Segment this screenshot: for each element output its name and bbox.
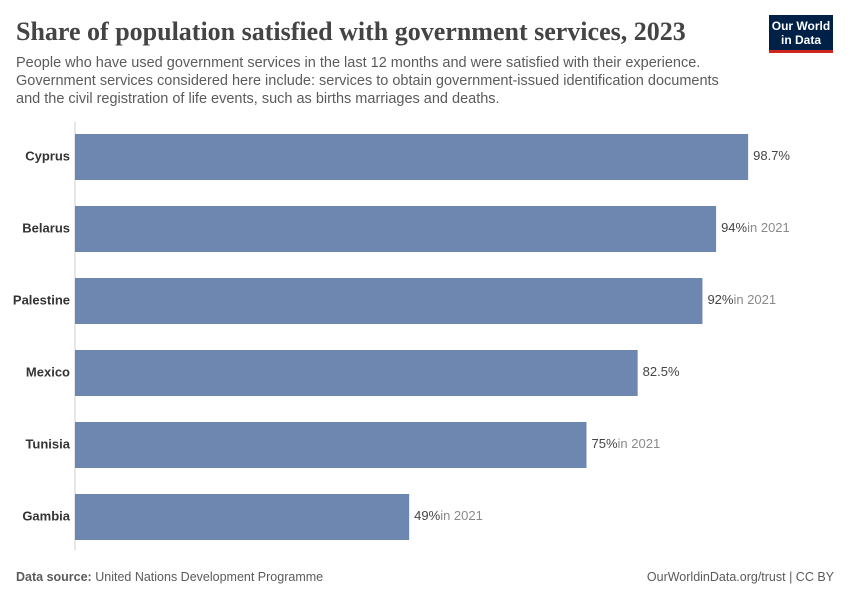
value-text: 98.7% bbox=[753, 148, 790, 163]
logo-bg bbox=[769, 15, 833, 52]
source: Data source: United Nations Development … bbox=[16, 570, 323, 584]
category-label: Gambia bbox=[22, 508, 70, 523]
category-label: Palestine bbox=[13, 292, 70, 307]
category-label: Cyprus bbox=[25, 148, 70, 163]
value-text: 49% bbox=[414, 508, 440, 523]
value-text: 82.5% bbox=[643, 364, 680, 379]
bar bbox=[75, 494, 410, 540]
chart-title: Share of population satisfied with gover… bbox=[16, 17, 686, 46]
footer-right: OurWorldinData.org/trust | CC BY bbox=[647, 570, 835, 584]
bar bbox=[75, 278, 703, 324]
value-note: in 2021 bbox=[440, 508, 483, 523]
source-text: United Nations Development Programme bbox=[95, 570, 323, 584]
value-note: in 2021 bbox=[747, 220, 790, 235]
category-label: Tunisia bbox=[25, 436, 70, 451]
value-note: in 2021 bbox=[733, 292, 776, 307]
value-label: 98.7% bbox=[753, 148, 790, 163]
logo-text: in Data bbox=[781, 33, 821, 47]
value-label: 82.5% bbox=[643, 364, 680, 379]
bar bbox=[75, 134, 749, 180]
subtitle-line: Government services considered here incl… bbox=[16, 73, 719, 89]
bar bbox=[75, 422, 587, 468]
value-text: 75% bbox=[592, 436, 618, 451]
subtitle-line: and the civil registration of life event… bbox=[16, 91, 500, 107]
logo[interactable]: Our World in Data bbox=[769, 15, 833, 53]
value-label: 49%in 2021 bbox=[414, 508, 483, 523]
value-label: 94%in 2021 bbox=[721, 220, 790, 235]
category-label: Belarus bbox=[22, 220, 70, 235]
value-label: 75%in 2021 bbox=[592, 436, 661, 451]
source-label: Data source: bbox=[16, 570, 92, 584]
logo-stripe bbox=[769, 50, 833, 53]
subtitle-line: People who have used government services… bbox=[16, 55, 700, 71]
bar bbox=[75, 350, 638, 396]
logo-text: Our World bbox=[772, 19, 830, 33]
value-text: 92% bbox=[707, 292, 733, 307]
value-note: in 2021 bbox=[618, 436, 661, 451]
category-label: Mexico bbox=[26, 364, 70, 379]
value-label: 92%in 2021 bbox=[707, 292, 776, 307]
bar bbox=[75, 206, 717, 252]
value-text: 94% bbox=[721, 220, 747, 235]
